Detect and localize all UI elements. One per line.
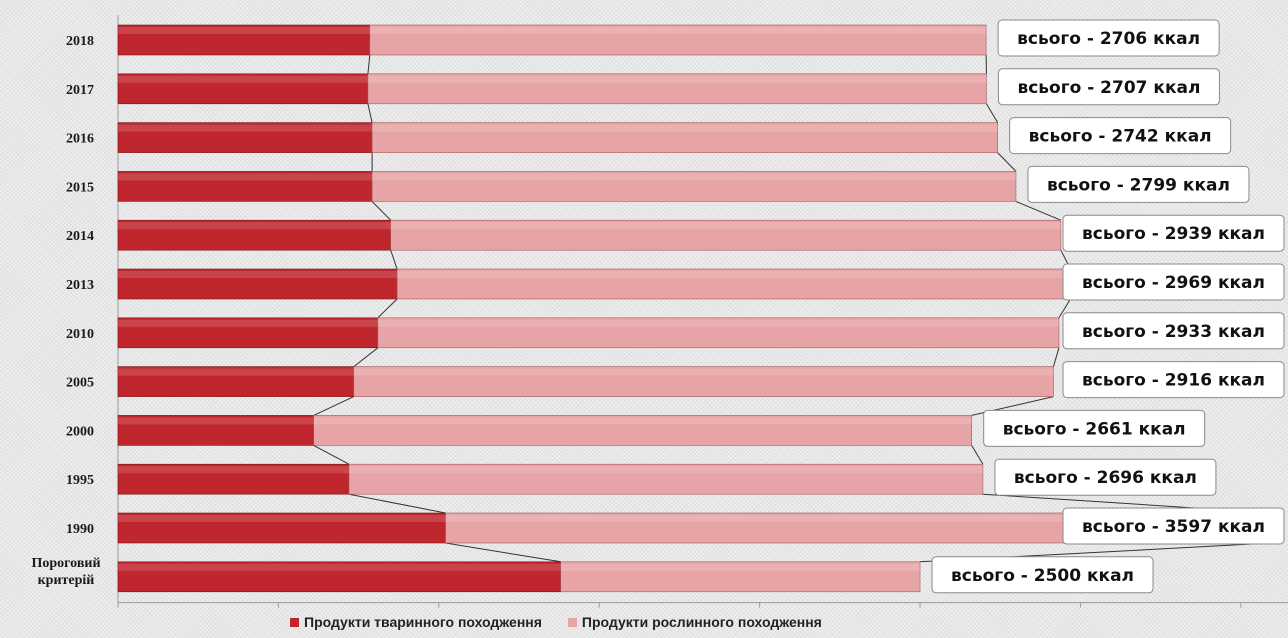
total-label: всього - 2916 ккал	[1062, 361, 1285, 399]
category-label: 2017	[66, 83, 94, 98]
total-label: всього - 2799 ккал	[1027, 165, 1250, 203]
labels-layer: 2018 всього - 2706 ккал 2017 всього - 2707 …	[31, 19, 1285, 594]
legend-item-plant: Продукти рослинного походження	[567, 614, 822, 630]
bar-plant	[353, 366, 1054, 397]
bar-animal	[117, 24, 371, 56]
bar-animal	[117, 171, 373, 202]
legend-item-animal: Продукти тваринного походження	[290, 614, 542, 630]
svg-text:всього - 3597 ккал: всього - 3597 ккал	[1082, 517, 1265, 537]
bar-highlight	[118, 368, 1054, 376]
category-label: 2010	[66, 327, 94, 342]
total-label: всього - 3597 ккал	[1062, 507, 1285, 545]
bar-highlight	[118, 515, 1272, 522]
svg-text:всього - 2500 ккал: всього - 2500 ккал	[951, 566, 1134, 586]
legend-swatch-plant	[567, 617, 577, 627]
category-label: 2000	[66, 424, 94, 439]
series-line-animal	[348, 493, 446, 514]
bar-animal	[117, 268, 398, 300]
total-label: всього - 2696 ккал	[994, 458, 1217, 496]
series-line-animal	[367, 103, 373, 123]
category-label: 1995	[66, 473, 94, 488]
bar-animal	[117, 73, 369, 105]
svg-text:всього - 2661 ккал: всього - 2661 ккал	[1003, 419, 1186, 439]
series-line-animal	[390, 250, 398, 270]
bar-plant	[371, 171, 1017, 202]
legend: Продукти тваринного походження Продукти …	[290, 614, 822, 630]
svg-text:всього - 2969 ккал: всього - 2969 ккал	[1082, 273, 1265, 293]
bar-highlight	[118, 417, 972, 425]
total-label: всього - 2742 ккал	[1009, 117, 1232, 155]
total-label: всього - 2500 ккал	[931, 556, 1154, 594]
series-line-total	[986, 103, 999, 123]
svg-text:всього - 2706 ккал: всього - 2706 ккал	[1017, 29, 1200, 49]
bar-highlight	[118, 466, 983, 474]
total-label: всього - 2706 ккал	[997, 19, 1220, 57]
bar-plant	[371, 122, 998, 153]
bar-animal	[117, 463, 350, 495]
svg-text:всього - 2696 ккал: всього - 2696 ккал	[1014, 468, 1197, 488]
bar-plant	[377, 317, 1060, 349]
category-label: Пороговий критерій	[31, 556, 100, 588]
svg-text:всього - 2939 ккал: всього - 2939 ккал	[1082, 224, 1265, 244]
series-line-total	[1015, 200, 1062, 221]
bar-highlight	[118, 75, 987, 83]
bar-highlight	[118, 124, 998, 132]
series-line-total	[1058, 298, 1071, 319]
total-label: всього - 2933 ккал	[1062, 312, 1285, 350]
total-label: всього - 2939 ккал	[1062, 214, 1285, 252]
bar-animal	[117, 122, 373, 153]
category-label: 2015	[66, 180, 94, 195]
bar-plant	[396, 268, 1071, 300]
category-label: 2016	[66, 132, 94, 147]
series-line-total	[1053, 347, 1060, 367]
bar-plant	[348, 463, 984, 495]
series-line-animal	[353, 347, 379, 367]
category-label: 2013	[66, 278, 94, 293]
series-line-animal	[367, 54, 371, 74]
bar-highlight	[118, 271, 1071, 278]
series-lines-layer	[313, 54, 1272, 563]
svg-text:всього - 2707 ккал: всього - 2707 ккал	[1017, 78, 1200, 98]
svg-text:всього - 2799 ккал: всього - 2799 ккал	[1047, 175, 1230, 195]
series-line-total	[997, 152, 1017, 172]
bar-plant	[369, 24, 987, 56]
bar-animal	[117, 415, 314, 446]
category-label: 2014	[66, 229, 94, 244]
axis-layer	[117, 15, 1288, 608]
series-line-animal	[371, 201, 392, 221]
total-label: всього - 2707 ккал	[997, 68, 1220, 106]
total-label: всього - 2969 ккал	[1062, 263, 1285, 301]
series-line-animal	[445, 542, 561, 563]
bars-layer	[117, 24, 1273, 593]
bar-animal	[117, 512, 446, 544]
svg-text:всього - 2742 ккал: всього - 2742 ккал	[1029, 127, 1212, 147]
svg-text:всього - 2916 ккал: всього - 2916 ккал	[1082, 371, 1265, 391]
legend-label-animal: Продукти тваринного походження	[304, 614, 542, 630]
bar-animal	[117, 561, 562, 593]
bar-animal	[117, 366, 355, 397]
bar-highlight	[118, 319, 1059, 327]
bar-highlight	[118, 563, 921, 571]
series-line-animal	[313, 396, 355, 416]
series-line-animal	[313, 444, 350, 465]
category-label: 1990	[66, 522, 94, 537]
bar-highlight	[118, 27, 987, 34]
bar-highlight	[118, 173, 1016, 181]
svg-text:всього - 2933 ккал: всього - 2933 ккал	[1082, 322, 1265, 342]
category-label: 2005	[66, 376, 94, 391]
series-line-animal	[377, 298, 398, 319]
bar-plant	[313, 415, 972, 446]
bar-plant	[390, 219, 1062, 251]
bar-highlight	[118, 222, 1061, 230]
bar-plant	[560, 561, 921, 593]
category-label: 2018	[66, 34, 94, 49]
total-label: всього - 2661 ккал	[983, 409, 1206, 447]
series-line-total	[971, 445, 984, 465]
legend-label-plant: Продукти рослинного походження	[581, 614, 822, 630]
bar-plant	[367, 73, 987, 105]
legend-swatch-animal	[290, 617, 299, 627]
